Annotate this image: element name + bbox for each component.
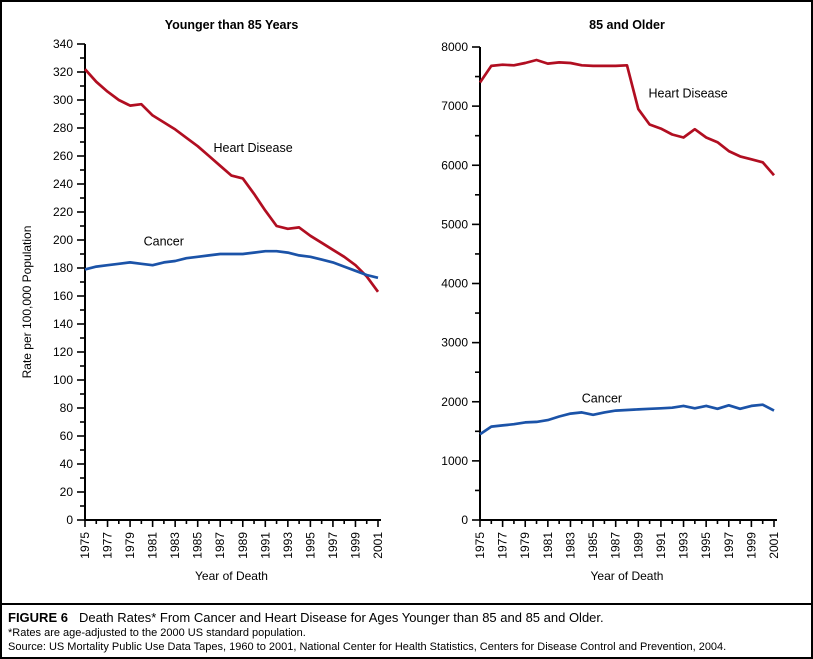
svg-text:2001: 2001 bbox=[767, 532, 781, 559]
svg-text:1997: 1997 bbox=[722, 532, 736, 559]
y-axis-title: Rate per 100,000 Population bbox=[20, 226, 34, 379]
caption-line-1: FIGURE 6 Death Rates* From Cancer and Hea… bbox=[8, 610, 805, 625]
svg-text:1979: 1979 bbox=[518, 532, 532, 559]
svg-text:7000: 7000 bbox=[441, 99, 468, 113]
svg-text:1981: 1981 bbox=[146, 532, 160, 559]
svg-text:260: 260 bbox=[53, 149, 73, 163]
cancer-label: Cancer bbox=[144, 235, 184, 249]
svg-text:1983: 1983 bbox=[168, 532, 182, 559]
svg-text:220: 220 bbox=[53, 205, 73, 219]
figure-caption: FIGURE 6 Death Rates* From Cancer and Hea… bbox=[2, 603, 811, 657]
chart-title: Younger than 85 Years bbox=[165, 18, 299, 32]
svg-text:80: 80 bbox=[60, 401, 74, 415]
svg-text:320: 320 bbox=[53, 65, 73, 79]
svg-text:300: 300 bbox=[53, 93, 73, 107]
x-tick-labels: 1975 1977 1979 1981 1983 1985 1987 1989 1991 1993… bbox=[473, 532, 781, 559]
figure-source: Source: US Mortality Public Use Data Tap… bbox=[8, 640, 727, 653]
heart-disease-line bbox=[478, 58, 776, 177]
svg-text:0: 0 bbox=[461, 513, 468, 527]
svg-text:1000: 1000 bbox=[441, 454, 468, 468]
svg-text:1987: 1987 bbox=[213, 532, 227, 559]
svg-text:1975: 1975 bbox=[78, 532, 92, 559]
svg-text:1975: 1975 bbox=[473, 532, 487, 559]
svg-text:1989: 1989 bbox=[236, 532, 250, 559]
svg-text:1987: 1987 bbox=[609, 532, 623, 559]
x-axis-title: Year of Death bbox=[195, 569, 268, 583]
svg-text:1981: 1981 bbox=[541, 532, 555, 559]
chart-title: 85 and Older bbox=[589, 18, 665, 32]
svg-text:3000: 3000 bbox=[441, 336, 468, 350]
svg-text:1979: 1979 bbox=[123, 532, 137, 559]
svg-text:1977: 1977 bbox=[101, 532, 115, 559]
svg-text:2000: 2000 bbox=[441, 395, 468, 409]
svg-text:60: 60 bbox=[60, 429, 74, 443]
heart-disease-line bbox=[83, 68, 380, 293]
svg-text:40: 40 bbox=[60, 457, 74, 471]
svg-text:1995: 1995 bbox=[303, 532, 317, 559]
y-ticks bbox=[77, 43, 85, 521]
svg-text:1999: 1999 bbox=[744, 532, 758, 559]
svg-text:200: 200 bbox=[53, 233, 73, 247]
svg-text:1997: 1997 bbox=[326, 532, 340, 559]
figure-title-text: Death Rates* From Cancer and Heart Disea… bbox=[78, 610, 604, 625]
x-ticks bbox=[479, 520, 775, 527]
svg-text:1983: 1983 bbox=[563, 532, 577, 559]
cancer-line bbox=[479, 403, 775, 436]
svg-text:1991: 1991 bbox=[654, 532, 668, 559]
svg-text:1991: 1991 bbox=[258, 532, 272, 559]
svg-text:20: 20 bbox=[60, 485, 74, 499]
svg-text:1989: 1989 bbox=[631, 532, 645, 559]
svg-text:1999: 1999 bbox=[348, 532, 362, 559]
charts-row: Younger than 85 Years 0 20 40 60 80 100 120 140 1… bbox=[2, 2, 811, 603]
heart-disease-label: Heart Disease bbox=[213, 141, 292, 155]
svg-text:1995: 1995 bbox=[699, 532, 713, 559]
svg-text:140: 140 bbox=[53, 317, 73, 331]
figure-footnote: *Rates are age-adjusted to the 2000 US s… bbox=[8, 627, 306, 639]
svg-text:240: 240 bbox=[53, 177, 73, 191]
svg-text:1985: 1985 bbox=[586, 532, 600, 559]
y-ticks bbox=[472, 46, 480, 521]
svg-text:180: 180 bbox=[53, 261, 73, 275]
cancer-line bbox=[84, 249, 379, 280]
svg-text:0: 0 bbox=[66, 513, 73, 527]
svg-text:1985: 1985 bbox=[191, 532, 205, 559]
svg-text:160: 160 bbox=[53, 289, 73, 303]
heart-disease-label: Heart Disease bbox=[648, 86, 727, 100]
x-ticks bbox=[84, 520, 379, 527]
svg-text:1977: 1977 bbox=[496, 532, 510, 559]
svg-text:4000: 4000 bbox=[441, 277, 468, 291]
figure-number: FIGURE 6 bbox=[8, 610, 68, 625]
svg-text:1993: 1993 bbox=[677, 532, 691, 559]
svg-text:120: 120 bbox=[53, 345, 73, 359]
chart-85-and-older: 85 and Older 0 1000 2000 3000 4000 5000 6000 700… bbox=[441, 18, 781, 583]
svg-text:280: 280 bbox=[53, 121, 73, 135]
cancer-label: Cancer bbox=[582, 391, 622, 405]
svg-text:340: 340 bbox=[53, 37, 73, 51]
svg-text:5000: 5000 bbox=[441, 217, 468, 231]
svg-text:8000: 8000 bbox=[441, 40, 468, 54]
svg-text:2001: 2001 bbox=[371, 532, 385, 559]
svg-text:6000: 6000 bbox=[441, 158, 468, 172]
x-axis-title: Year of Death bbox=[591, 569, 664, 583]
x-tick-labels: 1975 1977 1979 1981 1983 1985 1987 1989 1991 1993… bbox=[78, 532, 385, 559]
chart-younger-than-85: Younger than 85 Years 0 20 40 60 80 100 120 140 1… bbox=[20, 18, 385, 583]
y-tick-labels: 0 1000 2000 3000 4000 5000 6000 7000 8000 bbox=[441, 40, 468, 527]
svg-text:100: 100 bbox=[53, 373, 73, 387]
y-tick-labels: 0 20 40 60 80 100 120 140 160 180 200 220 240 260 280 3… bbox=[53, 37, 73, 527]
svg-text:1993: 1993 bbox=[281, 532, 295, 559]
